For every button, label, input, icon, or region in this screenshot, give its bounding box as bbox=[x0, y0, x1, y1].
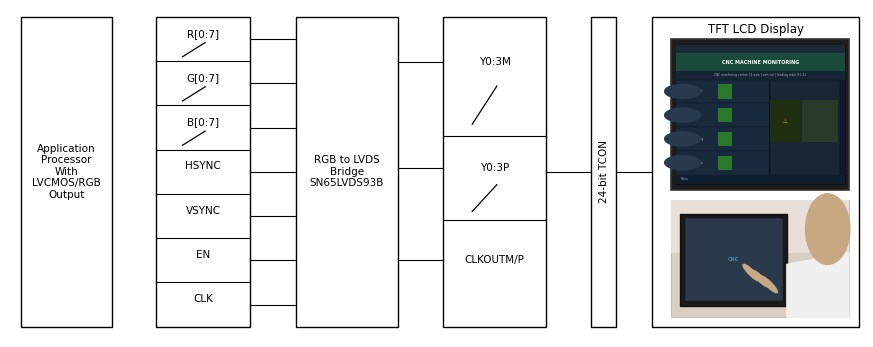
Bar bbox=[676, 151, 768, 175]
Bar bbox=[676, 53, 844, 71]
Text: CNC machining center | 4 axis | vertical | loading robot R1 21: CNC machining center | 4 axis | vertical… bbox=[714, 73, 807, 77]
Text: EN: EN bbox=[196, 250, 210, 260]
Text: R[0:7]: R[0:7] bbox=[187, 29, 219, 39]
Text: CLK: CLK bbox=[193, 294, 213, 304]
Bar bbox=[676, 45, 844, 53]
Circle shape bbox=[664, 84, 701, 99]
Bar bbox=[680, 214, 787, 306]
Text: Feed: Feed bbox=[693, 113, 699, 117]
Text: CLKOUTM/P: CLKOUTM/P bbox=[464, 255, 525, 265]
Text: Y0:3M: Y0:3M bbox=[479, 57, 511, 67]
Polygon shape bbox=[787, 253, 849, 318]
Bar bbox=[21, 17, 112, 327]
Text: B[0:7]: B[0:7] bbox=[187, 117, 219, 127]
Bar bbox=[718, 108, 732, 122]
Ellipse shape bbox=[752, 270, 768, 287]
Bar bbox=[676, 175, 844, 184]
Text: Camera: Camera bbox=[693, 161, 704, 164]
Text: TFT LCD Display: TFT LCD Display bbox=[708, 24, 804, 36]
Text: CNC MACHINE MONITORING: CNC MACHINE MONITORING bbox=[722, 60, 799, 65]
Circle shape bbox=[664, 155, 701, 170]
Ellipse shape bbox=[743, 264, 760, 281]
Bar bbox=[296, 17, 398, 327]
Bar bbox=[676, 71, 844, 79]
Bar bbox=[443, 17, 546, 327]
Bar bbox=[671, 200, 849, 253]
Bar bbox=[718, 155, 732, 170]
Text: Security: Security bbox=[693, 137, 705, 141]
Text: HSYNC: HSYNC bbox=[185, 161, 221, 171]
Bar bbox=[591, 17, 615, 327]
Ellipse shape bbox=[806, 194, 850, 264]
Text: ⚠: ⚠ bbox=[783, 119, 788, 124]
Bar bbox=[671, 39, 849, 191]
Text: Application
Processor
With
LVCMOS/RGB
Output: Application Processor With LVCMOS/RGB Ou… bbox=[31, 144, 100, 200]
Circle shape bbox=[664, 132, 701, 146]
Bar bbox=[684, 218, 782, 301]
Bar bbox=[718, 132, 732, 146]
Text: Spindle: Spindle bbox=[693, 90, 703, 93]
Text: Y0:3P: Y0:3P bbox=[480, 163, 510, 173]
Bar bbox=[676, 127, 768, 151]
Bar bbox=[671, 200, 849, 318]
Text: RGB to LVDS
Bridge
SN65LVDS93B: RGB to LVDS Bridge SN65LVDS93B bbox=[310, 155, 384, 188]
Bar bbox=[156, 17, 251, 327]
Bar bbox=[718, 84, 732, 99]
Bar bbox=[676, 79, 768, 103]
Bar bbox=[676, 45, 844, 184]
Circle shape bbox=[664, 108, 701, 122]
Bar bbox=[770, 100, 801, 142]
Text: G[0:7]: G[0:7] bbox=[187, 73, 220, 83]
Bar bbox=[652, 17, 859, 327]
Bar bbox=[802, 100, 838, 142]
Text: VSYNC: VSYNC bbox=[186, 206, 221, 216]
Bar bbox=[676, 103, 768, 127]
Text: 24-bit TCON: 24-bit TCON bbox=[599, 140, 608, 203]
Text: CNC: CNC bbox=[728, 257, 739, 262]
Text: Menu: Menu bbox=[681, 177, 688, 181]
Ellipse shape bbox=[760, 276, 778, 293]
Bar bbox=[770, 79, 840, 175]
